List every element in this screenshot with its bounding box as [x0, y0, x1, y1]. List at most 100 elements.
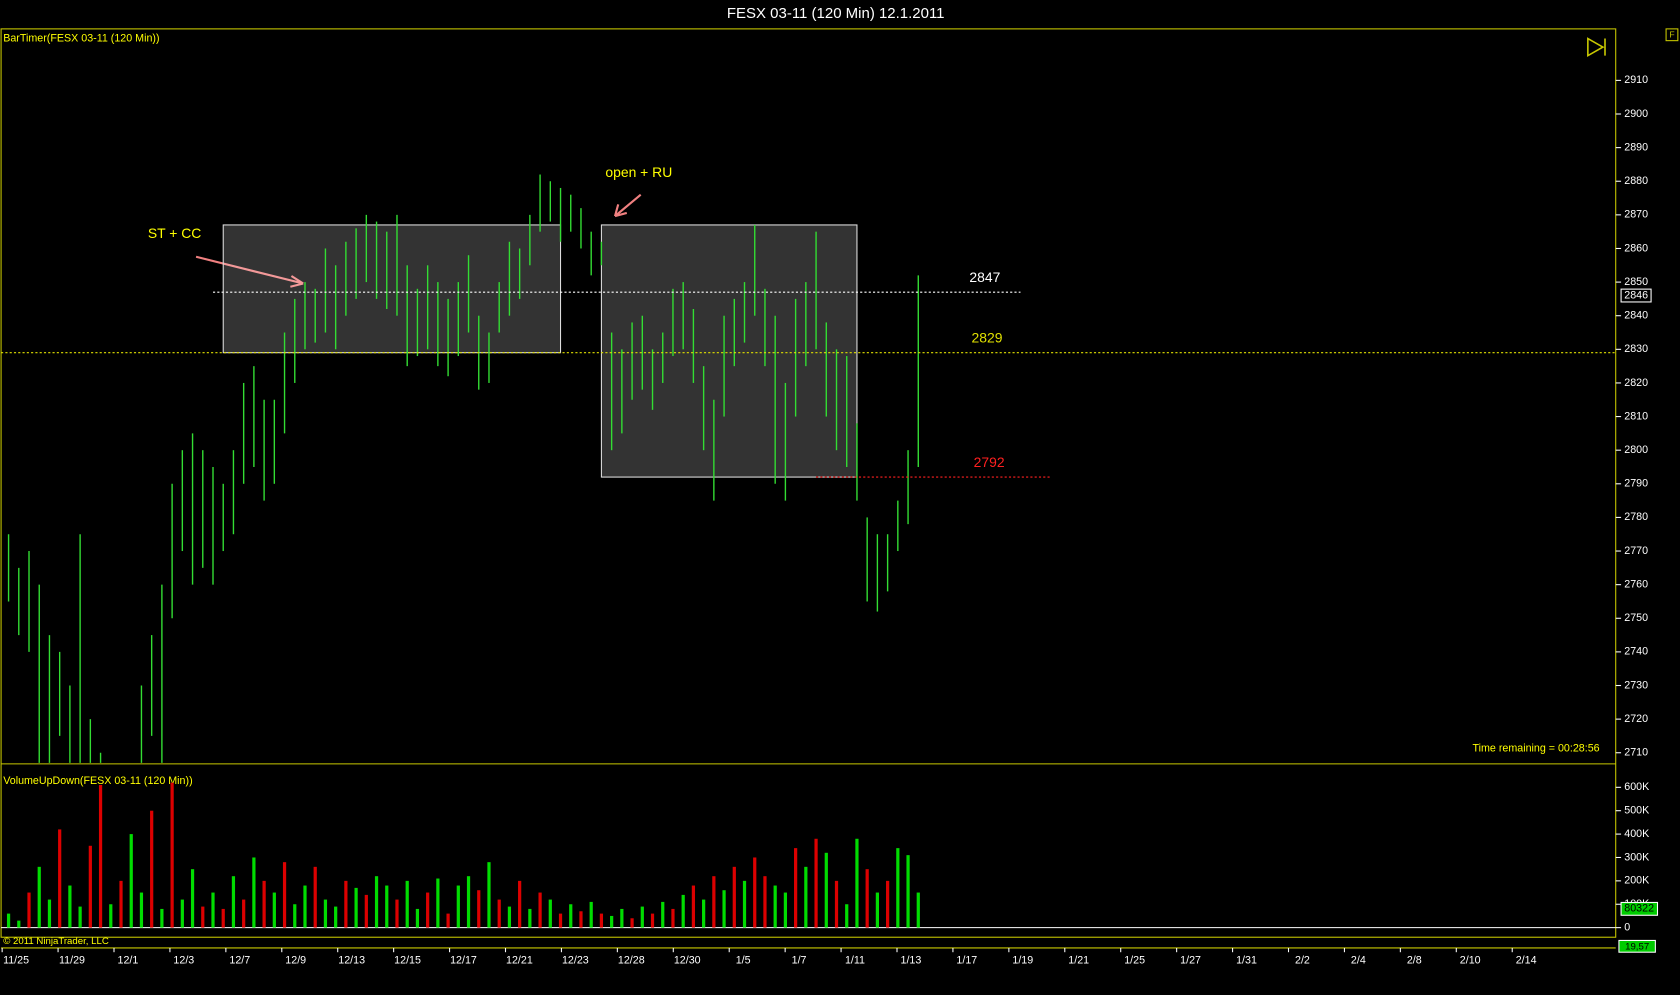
volume-bar: [477, 890, 481, 928]
volume-bar: [211, 892, 215, 928]
x-tick-label: 1/5: [736, 955, 751, 967]
annotation: open + RU: [605, 164, 672, 180]
volume-bar: [640, 906, 644, 928]
volume-bar: [27, 892, 31, 928]
x-tick-label: 12/7: [229, 955, 250, 967]
volume-bar: [702, 899, 706, 928]
x-tick-label: 2/14: [1516, 955, 1537, 967]
volume-bar: [385, 885, 389, 928]
annotation: ST + CC: [148, 225, 201, 241]
volume-bar: [896, 848, 900, 928]
x-tick-label: 2/2: [1295, 955, 1310, 967]
volume-bar: [804, 866, 808, 928]
volume-panel-label: VolumeUpDown(FESX 03-11 (120 Min)): [3, 775, 192, 787]
scroll-end-icon[interactable]: [1587, 37, 1606, 58]
volume-bar: [845, 904, 849, 928]
y-tick-label: 2900: [1624, 108, 1648, 120]
x-tick-label: 1/27: [1180, 955, 1201, 967]
volume-bar: [855, 838, 859, 928]
volume-bar: [160, 908, 164, 928]
volume-bar: [170, 782, 174, 928]
volume-bar: [834, 880, 839, 928]
panel-border: [0, 28, 1617, 938]
volume-bar: [763, 876, 767, 928]
x-tick-label: 1/25: [1124, 955, 1145, 967]
volume-bar: [661, 901, 665, 928]
y-tick-label: 200K: [1624, 875, 1650, 887]
volume-bar: [282, 862, 287, 928]
volume-bar: [732, 866, 736, 928]
status-box: [1618, 939, 1656, 953]
x-tick-label: 12/23: [562, 955, 589, 967]
last-price-box: [1620, 288, 1652, 303]
y-tick-label: 2790: [1624, 478, 1648, 490]
volume-bar: [221, 908, 225, 928]
y-tick-label: 2800: [1624, 444, 1648, 456]
price-plot: [1, 174, 1616, 763]
volume-bar: [17, 920, 21, 928]
x-tick-label: 12/13: [338, 955, 365, 967]
arrow: [195, 255, 304, 288]
x-tick-label: 11/29: [59, 955, 85, 967]
volume-bar: [456, 885, 460, 928]
volume-bar: [190, 869, 195, 928]
x-tick-label: 1/11: [845, 955, 865, 967]
zone-box: [222, 224, 562, 354]
y-tick-label: 600K: [1624, 781, 1650, 793]
y-tick-label: 500K: [1624, 805, 1650, 817]
volume-bar: [722, 890, 726, 928]
volume-bar: [794, 848, 798, 928]
volume-bar: [231, 876, 236, 928]
volume-bar: [303, 885, 307, 928]
volume-bar: [671, 908, 675, 928]
y-tick-label: 2740: [1624, 646, 1648, 658]
volume-bar: [497, 899, 501, 928]
volume-bar: [139, 892, 144, 928]
volume-bar: [630, 918, 634, 928]
volume-bar: [313, 866, 317, 928]
y-tick-label: 2830: [1624, 343, 1648, 355]
y-tick-label: 2760: [1624, 578, 1648, 590]
x-tick-label: 2/4: [1351, 955, 1366, 967]
volume-bar: [334, 906, 338, 928]
volume-bar: [886, 880, 890, 928]
volume-bar: [681, 894, 685, 928]
x-tick-label: 1/31: [1236, 955, 1257, 967]
x-tick-label: 2/10: [1460, 955, 1481, 967]
arrow: [613, 193, 642, 218]
volume-bar: [293, 904, 297, 928]
y-tick-label: 2750: [1624, 612, 1648, 624]
level-label: 2792: [974, 454, 1005, 470]
y-tick-label: 2730: [1624, 679, 1648, 691]
volume-bar: [119, 880, 123, 928]
volume-bar: [37, 866, 41, 928]
volume-bar: [579, 911, 583, 928]
price-panel-label: BarTimer(FESX 03-11 (120 Min)): [3, 32, 159, 44]
volume-bar: [569, 904, 573, 928]
volume-bar: [466, 876, 471, 928]
volume-bar: [98, 784, 103, 928]
volume-bar: [415, 908, 420, 928]
volume-bar: [773, 885, 777, 928]
last-volume-label: 80322: [1624, 903, 1654, 915]
y-tick-label: 300K: [1624, 851, 1650, 863]
x-tick-label: 12/15: [394, 955, 421, 967]
copyright: © 2011 NinjaTrader, LLC: [3, 936, 109, 947]
volume-bar: [691, 885, 696, 928]
y-tick-label: 2860: [1624, 242, 1648, 254]
f-button[interactable]: [1665, 28, 1679, 42]
x-tick-label: 12/9: [285, 955, 306, 967]
volume-bar: [814, 838, 818, 928]
level-label: 2847: [969, 269, 1000, 285]
volume-bar: [610, 915, 614, 928]
volume-bar: [78, 906, 82, 928]
volume-bar: [426, 892, 430, 928]
x-tick-label: 12/28: [618, 955, 645, 967]
volume-bar: [150, 810, 154, 928]
volume-bar: [865, 869, 869, 928]
f-button-label[interactable]: F: [1669, 30, 1674, 40]
volume-bar: [405, 880, 409, 928]
volume-bar: [538, 892, 542, 928]
